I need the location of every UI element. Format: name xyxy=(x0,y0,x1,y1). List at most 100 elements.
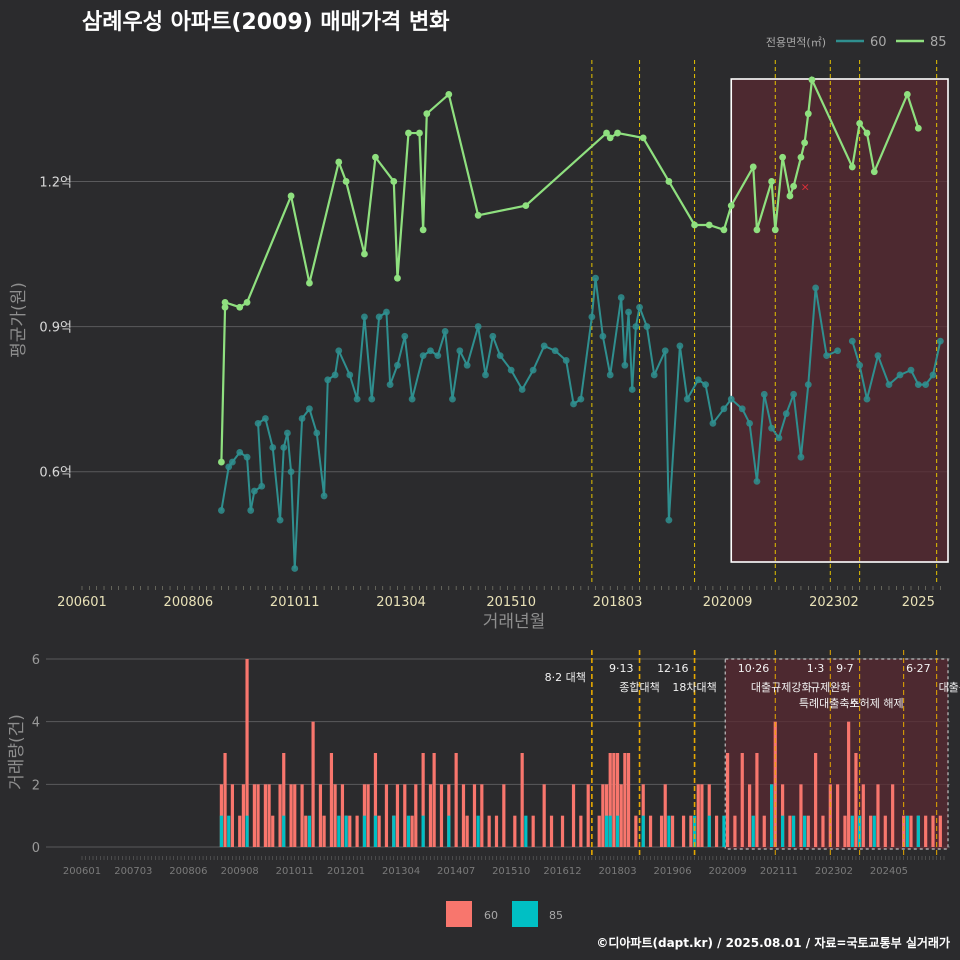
policy-label-secondary: 대출규 xyxy=(939,681,960,694)
volume-bar-60 xyxy=(245,659,249,847)
volume-legend-label-60: 60 xyxy=(484,909,498,922)
volume-bar-60 xyxy=(847,721,851,847)
volume-bar-60 xyxy=(395,784,400,847)
volume-bar-60 xyxy=(788,815,792,847)
volume-bar-60 xyxy=(740,753,744,847)
volume-x-tick-label: 200806 xyxy=(169,866,207,877)
price-point-60 xyxy=(661,347,669,355)
volume-bar-60 xyxy=(755,753,759,847)
policy-label: 6·27 xyxy=(906,662,931,675)
volume-bar-60 xyxy=(814,753,818,847)
volume-bar-60 xyxy=(597,815,601,847)
volume-bar-60 xyxy=(238,815,242,847)
volume-bar-60 xyxy=(854,753,858,847)
volume-bar-60 xyxy=(267,784,271,847)
volume-y-tick-label: 6 xyxy=(32,653,40,668)
volume-bar-60 xyxy=(304,815,308,847)
volume-legend-swatch-85 xyxy=(512,901,538,927)
volume-bar-60 xyxy=(799,784,803,847)
volume-bar-60 xyxy=(670,815,675,847)
price-series-segment-60 xyxy=(348,374,359,400)
price-point-60 xyxy=(856,361,864,369)
price-series-segment-60 xyxy=(851,340,861,366)
volume-bar-60 xyxy=(869,815,873,847)
price-point-60 xyxy=(621,361,629,369)
price-point-85 xyxy=(335,158,343,166)
price-point-85 xyxy=(221,303,229,311)
price-series-segment-60 xyxy=(645,326,656,376)
price-series-segment-60 xyxy=(451,350,461,400)
volume-bar-60 xyxy=(663,784,667,847)
price-series-segment-60 xyxy=(590,278,597,317)
volume-bar-85 xyxy=(476,815,480,847)
price-point-85 xyxy=(727,202,735,210)
volume-bar-60 xyxy=(472,784,477,847)
volume-bar-85 xyxy=(641,815,645,847)
price-series-segment-60 xyxy=(370,316,381,400)
policy-label: 9·7 xyxy=(836,662,854,675)
price-x-tick-label: 200601 xyxy=(57,595,107,610)
volume-bar-60 xyxy=(333,784,337,847)
volume-bar-60 xyxy=(384,784,389,847)
volume-bar-60 xyxy=(619,784,623,847)
volume-bar-85 xyxy=(362,815,367,847)
volume-bar-60 xyxy=(542,784,546,847)
volume-x-tick-label: 200703 xyxy=(114,866,152,877)
price-series-segment-60 xyxy=(601,336,612,376)
policy-label: 9·13 xyxy=(609,662,634,675)
price-point-60 xyxy=(617,294,625,301)
price-point-60 xyxy=(434,352,442,360)
price-series-segment-60 xyxy=(594,278,604,337)
price-series-segment-60 xyxy=(264,418,274,448)
price-point-85 xyxy=(394,274,401,282)
price-series-segment-60 xyxy=(308,408,318,434)
price-point-60 xyxy=(331,371,339,379)
price-point-60 xyxy=(746,419,753,427)
price-series-segment-60 xyxy=(627,312,634,390)
price-point-60 xyxy=(361,313,368,321)
price-point-85 xyxy=(848,163,856,171)
volume-y-axis-label: 거래량(건) xyxy=(7,714,27,790)
price-point-60 xyxy=(394,361,401,369)
volume-bar-60 xyxy=(876,784,880,847)
price-point-60 xyxy=(291,565,299,572)
price-point-60 xyxy=(482,371,489,379)
price-point-60 xyxy=(760,390,768,398)
price-point-60 xyxy=(665,516,673,524)
volume-bar-60 xyxy=(725,753,730,847)
price-point-60 xyxy=(775,434,783,442)
price-point-60 xyxy=(599,332,607,340)
price-point-60 xyxy=(702,381,709,389)
price-point-60 xyxy=(694,376,702,384)
price-point-85 xyxy=(753,226,761,234)
price-point-60 xyxy=(507,366,515,374)
volume-bar-60 xyxy=(700,784,704,847)
price-series-segment-60 xyxy=(436,331,447,356)
price-series-segment-60 xyxy=(466,326,480,366)
volume-bar-85 xyxy=(905,815,909,847)
volume-bar-60 xyxy=(373,753,378,847)
volume-legend-label-85: 85 xyxy=(549,909,563,922)
price-point-60 xyxy=(804,381,812,389)
price-point-60 xyxy=(386,381,394,389)
price-point-60 xyxy=(375,313,383,321)
volume-x-tick-label: 201612 xyxy=(543,866,581,877)
price-point-85 xyxy=(217,458,225,466)
price-point-85 xyxy=(779,153,787,161)
volume-x-tick-label: 202111 xyxy=(760,866,798,877)
price-point-60 xyxy=(280,444,288,451)
volume-panel: 0 2 4 6 8·2 대책 9·13 종합대책 12·16 18차대책 10·26 대출규제강화 1… xyxy=(32,650,960,877)
volume-bar-85 xyxy=(608,815,612,847)
price-point-60 xyxy=(368,395,376,403)
price-point-60 xyxy=(441,328,449,335)
price-point-85 xyxy=(236,303,244,311)
price-point-85 xyxy=(768,178,775,185)
price-point-85 xyxy=(790,182,798,190)
volume-bar-60 xyxy=(707,784,711,847)
price-series-segment-60 xyxy=(866,355,879,400)
volume-x-tick-label: 201201 xyxy=(327,866,365,877)
policy-label: 8·2 대책 xyxy=(545,671,586,684)
price-point-60 xyxy=(848,337,856,345)
price-x-tick-label: 201803 xyxy=(593,595,643,610)
